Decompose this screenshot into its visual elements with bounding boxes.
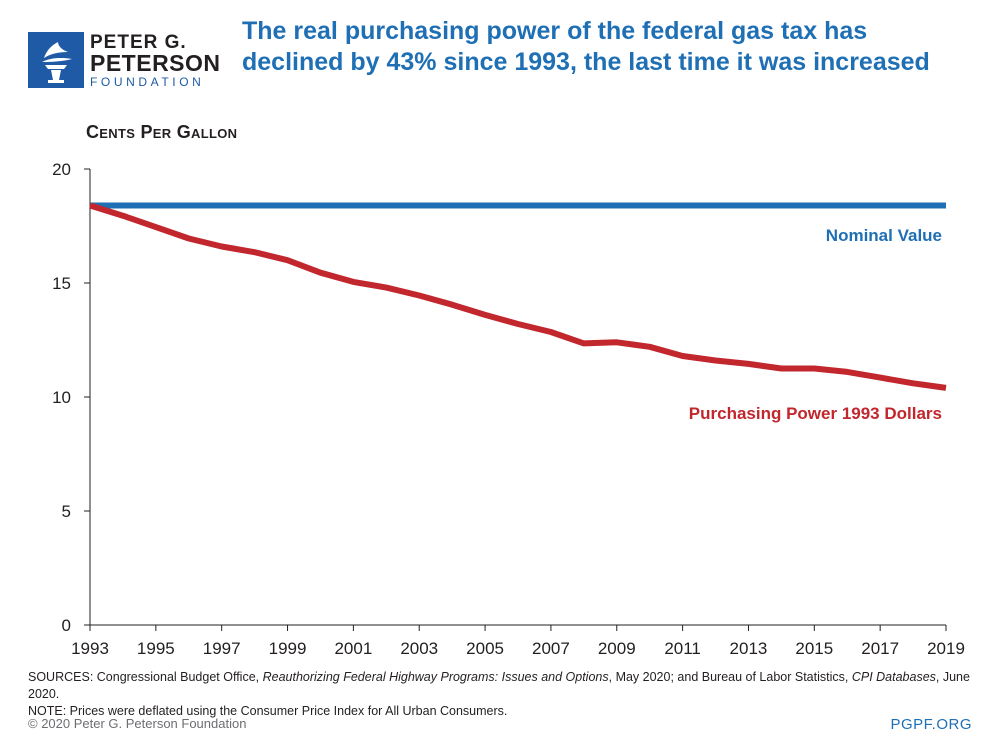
copyright: © 2020 Peter G. Peterson Foundation [28,716,247,731]
x-tick-label: 2019 [927,639,965,658]
series-line [89,202,947,391]
series-labels: Nominal Value Purchasing Power 1993 Dolla… [689,226,942,423]
x-tick-label: 1999 [269,639,307,658]
logo-line2: PETERSON [90,50,221,76]
x-tick-label: 1993 [71,639,109,658]
site-link[interactable]: PGPF.ORG [890,716,972,733]
series-layer [89,202,947,391]
y-tick-label: 5 [62,502,71,521]
x-tick-label: 2005 [466,639,504,658]
y-axis-unit-label: Cents Per Gallon [86,122,238,142]
logo-line1: PETER G. [90,32,187,53]
x-tick-label: 2013 [730,639,768,658]
y-tick-label: 20 [52,160,71,179]
series-label: Nominal Value [826,226,942,245]
sources-note: SOURCES: Congressional Budget Office, Re… [28,669,978,720]
sources-line: SOURCES: Congressional Budget Office, Re… [28,670,970,701]
x-tick-label: 2001 [334,639,372,658]
note-line: NOTE: Prices were deflated using the Con… [28,704,508,718]
x-tick-label: 2009 [598,639,636,658]
y-tick-label: 10 [52,388,71,407]
y-tick-label: 0 [62,616,71,635]
x-tick-label: 2017 [861,639,899,658]
logo: PETER G. PETERSON FOUNDATION [28,32,220,90]
x-tick-label: 2003 [400,639,438,658]
x-tick-label: 1997 [203,639,241,658]
chart-title: The real purchasing power of the federal… [242,17,930,76]
x-tick-label: 2007 [532,639,570,658]
x-tick-label: 1995 [137,639,175,658]
series-label: Purchasing Power 1993 Dollars [689,404,942,423]
logo-line3: FOUNDATION [90,75,205,89]
x-tick-label: 2011 [664,639,701,658]
torch-icon [28,32,84,88]
x-tick-label: 2015 [795,639,833,658]
axes: 0 5 10 15 20 1993 1995 1997 1999 2001 2003 2005 2007… [52,160,965,658]
y-tick-label: 15 [52,274,71,293]
